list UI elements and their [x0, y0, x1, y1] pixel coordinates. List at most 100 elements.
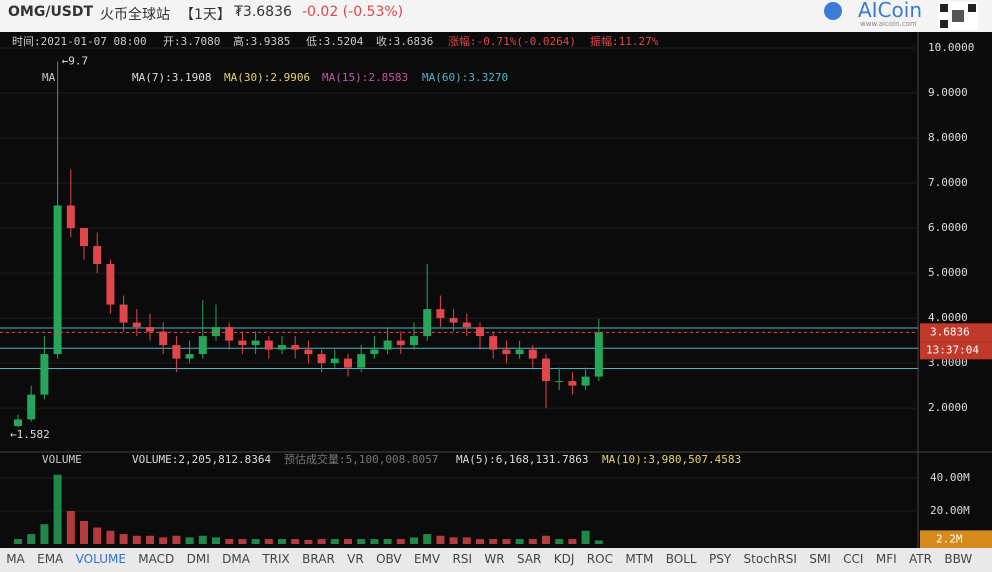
- indicator-tab[interactable]: OBV: [376, 552, 402, 566]
- indicator-tab[interactable]: CCI: [843, 552, 864, 566]
- info-field: 开:3.7080: [163, 35, 220, 48]
- volume-bar: [80, 520, 88, 544]
- candle-body: [449, 318, 458, 323]
- volume-bar: [132, 535, 141, 544]
- volume-bar: [476, 539, 484, 544]
- volume-bar: [304, 539, 313, 544]
- indicator-tab[interactable]: SAR: [516, 552, 542, 566]
- y-tick-label: 2.0000: [928, 401, 968, 414]
- header: OMG/USDT 火币全球站 【1天】 ₮3.6836 -0.02 (-0.53…: [0, 0, 992, 32]
- indicator-tab[interactable]: SMI: [809, 552, 831, 566]
- indicator-tab[interactable]: EMA: [37, 552, 64, 566]
- volume-bar: [53, 474, 62, 544]
- candle-body: [278, 345, 286, 350]
- indicator-tab[interactable]: BOLL: [665, 552, 697, 566]
- period[interactable]: 【1天】: [180, 7, 231, 23]
- indicator-tab[interactable]: BRAR: [302, 552, 335, 566]
- candle-body: [198, 336, 207, 355]
- y-tick-label: 10.0000: [928, 41, 974, 54]
- volume-bar: [198, 535, 207, 544]
- volume-bar: [528, 539, 537, 544]
- candle-body: [53, 205, 62, 355]
- indicator-tab[interactable]: DMA: [222, 552, 250, 566]
- volume-tag: [920, 530, 992, 548]
- candle-body: [132, 322, 141, 328]
- y-tick-label: 8.0000: [928, 131, 968, 144]
- volume-bar: [119, 534, 128, 544]
- candle-body: [27, 394, 36, 420]
- time-tag: [920, 341, 992, 360]
- candle-body: [396, 340, 405, 346]
- volume-bar: [264, 539, 273, 544]
- volume-bar: [581, 530, 590, 544]
- indicator-tab[interactable]: PSY: [708, 552, 732, 566]
- candle-body: [502, 349, 511, 355]
- volume-bar: [185, 537, 194, 544]
- volume-bar: [436, 535, 445, 544]
- chart: 时间:2021-01-07 08:00 开:3.7080 高:3.9385 低:3.5…: [0, 32, 992, 548]
- candle-body: [594, 332, 603, 377]
- volume-bar: [396, 539, 405, 544]
- y-tick-label: 5.0000: [928, 266, 968, 279]
- indicator-tab[interactable]: VR: [347, 552, 364, 566]
- volume-bar: [502, 539, 511, 544]
- indicator-tab[interactable]: BBW: [944, 552, 973, 566]
- indicator-tab[interactable]: MFI: [875, 552, 897, 566]
- volume-bar: [251, 539, 260, 544]
- candle-body: [542, 358, 550, 382]
- indicator-tab[interactable]: ATR: [909, 552, 932, 566]
- price-tag-label: 3.6836: [930, 325, 970, 338]
- candle-body: [410, 336, 418, 346]
- indicator-tab[interactable]: MTM: [625, 552, 654, 566]
- volume-bar: [383, 539, 392, 544]
- y-tick-label: 4.0000: [928, 311, 968, 324]
- candle-body: [119, 304, 128, 323]
- time-tag-label: 13:37:04: [926, 343, 979, 356]
- volume-bar: [66, 511, 75, 544]
- candle-body: [14, 419, 22, 427]
- volume-legend: 预估成交量:5,100,008.8057: [284, 452, 438, 466]
- ma-legend: MA: [42, 71, 56, 84]
- candle-body: [172, 345, 181, 359]
- candle-body: [106, 264, 115, 305]
- candle-body: [80, 228, 88, 247]
- candle-body: [515, 349, 524, 355]
- candle-body: [383, 340, 392, 350]
- indicator-tab[interactable]: MA: [6, 552, 25, 566]
- volume-bar: [40, 524, 49, 544]
- volume-bar: [423, 534, 432, 544]
- volume-bar: [357, 539, 366, 544]
- volume-bar: [568, 539, 577, 544]
- volume-bar: [410, 537, 418, 544]
- volume-bar: [27, 534, 36, 544]
- volume-bar: [212, 537, 220, 544]
- candle-body: [93, 246, 102, 265]
- indicator-tab[interactable]: TRIX: [262, 552, 290, 566]
- candle-body: [555, 381, 564, 383]
- indicator-tab[interactable]: KDJ: [553, 552, 575, 566]
- volume-bar: [317, 539, 326, 544]
- indicator-tab[interactable]: RSI: [452, 552, 473, 566]
- indicator-tab[interactable]: VOLUME: [75, 552, 126, 566]
- candle-body: [344, 358, 352, 368]
- indicator-tab[interactable]: ROC: [586, 552, 613, 566]
- candle-body: [251, 340, 260, 346]
- candle-body: [66, 205, 75, 229]
- indicator-tab[interactable]: WR: [484, 552, 505, 566]
- volume-bar: [449, 537, 458, 544]
- candle-body: [225, 327, 234, 341]
- candle-body: [436, 309, 445, 319]
- candle-body: [489, 336, 498, 350]
- volume-legend: MA(5):6,168,131.7863: [456, 453, 588, 466]
- candle-body: [370, 349, 379, 355]
- volume-bar: [225, 539, 234, 544]
- indicator-tab[interactable]: MACD: [138, 552, 175, 566]
- indicator-tab[interactable]: DMI: [186, 552, 210, 566]
- price: ₮3.6836: [234, 4, 292, 20]
- logo[interactable]: AICoin: [858, 0, 923, 22]
- indicator-tab[interactable]: EMV: [414, 552, 441, 566]
- indicator-tab[interactable]: StochRSI: [743, 552, 797, 566]
- volume-bar: [462, 537, 471, 544]
- qr-code: [938, 2, 978, 30]
